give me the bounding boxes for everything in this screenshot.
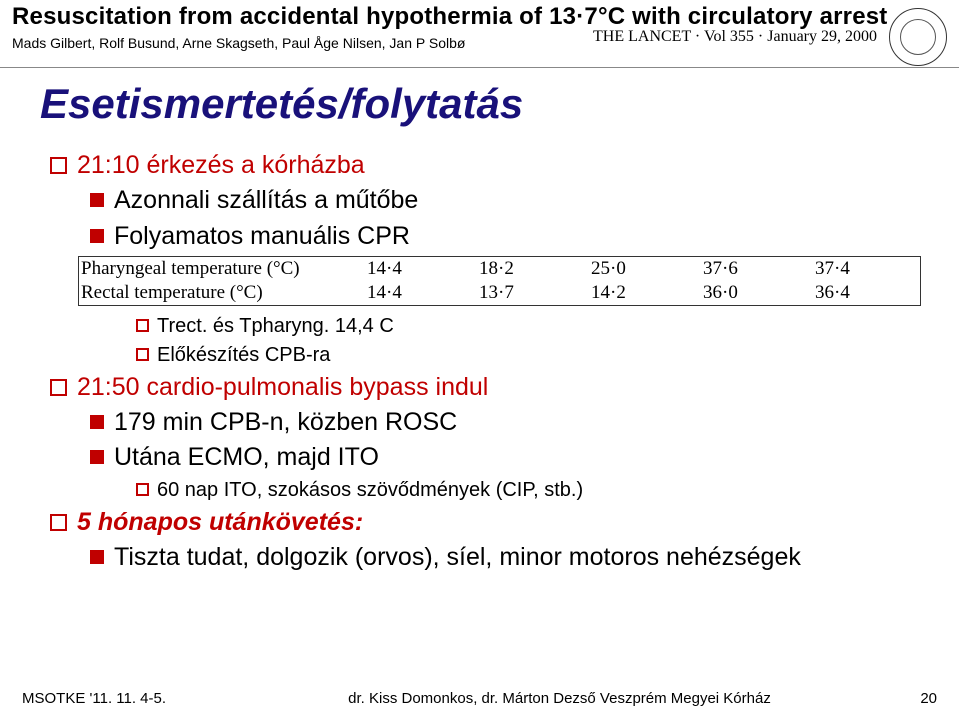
footer-center: dr. Kiss Domonkos, dr. Márton Dezső Vesz… [222,690,897,707]
bullet-text: 21:10 érkezés a kórházba [77,150,365,181]
bullet-temp: Trect. és Tpharyng. 14,4 C [136,314,919,339]
temperature-table: Pharyngeal temperature (°C) 14·4 18·2 25… [78,256,921,306]
square-open-icon [136,319,149,332]
paper-journal: THE LANCET · Vol 355 · January 29, 2000 [593,28,877,46]
bullet-text: Tiszta tudat, dolgozik (orvos), síel, mi… [114,542,801,573]
bullet-transport: Azonnali szállítás a műtőbe [90,185,919,216]
bullet-text: 179 min CPB-n, közben ROSC [114,407,457,438]
bullet-text: Előkészítés CPB-ra [157,343,330,368]
table-cell: 37·6 [675,257,787,281]
bullet-text: 60 nap ITO, szokásos szövődmények (CIP, … [157,478,583,503]
bullet-text: Trect. és Tpharyng. 14,4 C [157,314,394,339]
slide: Resuscitation from accidental hypothermi… [0,0,959,717]
table-cell: Pharyngeal temperature (°C) [79,257,339,281]
bullet-cpb-prep: Előkészítés CPB-ra [136,343,919,368]
bullet-followup: 5 hónapos utánkövetés: [50,507,919,538]
header-band: Resuscitation from accidental hypothermi… [0,0,959,68]
header-right: THE LANCET · Vol 355 · January 29, 2000 [593,8,947,66]
bullet-text: Folyamatos manuális CPR [114,221,410,252]
bullet-cpr: Folyamatos manuális CPR [90,221,919,252]
table-cell: 14·4 [339,281,451,305]
bullet-text: 21:50 cardio-pulmonalis bypass indul [77,372,488,403]
bullet-text: Azonnali szállítás a műtőbe [114,185,418,216]
table-row: Pharyngeal temperature (°C) 14·4 18·2 25… [79,257,920,281]
slide-title: Esetismertetés/folytatás [40,80,919,128]
table-row: Rectal temperature (°C) 14·4 13·7 14·2 3… [79,281,920,305]
table-cell: 14·2 [563,281,675,305]
bullet-arrival: 21:10 érkezés a kórházba [50,150,919,181]
page-number: 20 [897,690,937,707]
table-cell: 14·4 [339,257,451,281]
seal-inner-icon [900,19,936,55]
content-area: Esetismertetés/folytatás 21:10 érkezés a… [40,80,919,577]
square-fill-icon [90,450,104,464]
table-cell: 37·4 [787,257,899,281]
table-cell: 36·0 [675,281,787,305]
table-cell: 13·7 [451,281,563,305]
table-cell: 36·4 [787,281,899,305]
bullet-cpb-time: 179 min CPB-n, közben ROSC [90,407,919,438]
footer: MSOTKE '11. 11. 4-5. dr. Kiss Domonkos, … [0,690,959,707]
seal-icon [889,8,947,66]
square-open-icon [50,514,67,531]
table-cell: 18·2 [451,257,563,281]
square-fill-icon [90,193,104,207]
bullet-text: 5 hónapos utánkövetés: [77,507,363,538]
square-fill-icon [90,415,104,429]
bullet-text: Utána ECMO, majd ITO [114,442,379,473]
square-open-icon [50,157,67,174]
bullet-ito: 60 nap ITO, szokásos szövődmények (CIP, … [136,478,919,503]
bullet-outcome: Tiszta tudat, dolgozik (orvos), síel, mi… [90,542,850,573]
table-cell: Rectal temperature (°C) [79,281,339,305]
table-cell: 25·0 [563,257,675,281]
bullet-ecmo: Utána ECMO, majd ITO [90,442,919,473]
square-fill-icon [90,229,104,243]
square-open-icon [136,483,149,496]
square-open-icon [50,379,67,396]
footer-left: MSOTKE '11. 11. 4-5. [22,690,222,707]
bullet-bypass-start: 21:50 cardio-pulmonalis bypass indul [50,372,919,403]
square-open-icon [136,348,149,361]
square-fill-icon [90,550,104,564]
